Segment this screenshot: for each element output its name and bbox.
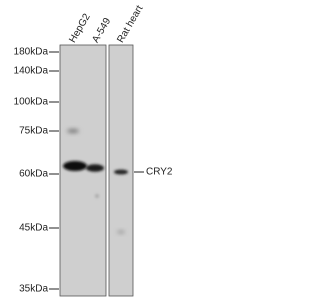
marker-label: 45kDa [19,223,48,234]
marker-label: 60kDa [19,169,48,180]
marker-label: 180kDa [14,47,49,58]
lane-label: Rat heart [115,4,145,45]
marker-label: 35kDa [19,284,48,295]
band [114,169,128,175]
lane-label: HepG2 [67,12,93,45]
marker-label: 100kDa [14,97,49,108]
spot [95,194,99,198]
western-blot: HepG2 A-549 Rat heart 180kDa 140kDa 100kDa… [14,4,173,297]
lane-label: A-549 [90,16,113,45]
band [67,129,79,133]
bands [63,129,128,234]
band [86,164,104,172]
marker-group: 180kDa 140kDa 100kDa 75kDa 60kDa 45kDa 35kDa [14,47,59,295]
marker-label: 140kDa [14,66,49,77]
marker-label: 75kDa [19,126,48,137]
band [117,230,125,234]
band [63,161,87,171]
target-label: CRY2 [146,167,173,178]
